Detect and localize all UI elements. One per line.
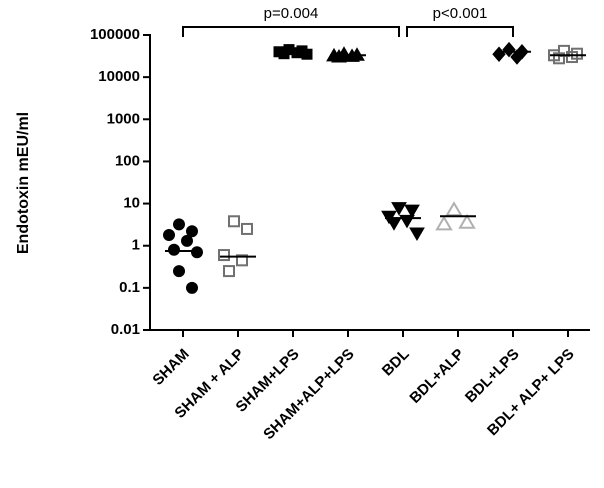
- y-tick-label: 1000: [107, 110, 140, 127]
- y-tick-label: 0.01: [111, 321, 140, 338]
- point: [241, 222, 253, 235]
- point: [181, 234, 193, 247]
- point: [186, 225, 198, 238]
- point: [553, 52, 565, 65]
- point: [566, 51, 578, 64]
- point: [404, 204, 420, 219]
- point: [399, 214, 415, 229]
- point: [510, 49, 524, 65]
- point: [191, 246, 203, 259]
- y-tick-label: 10000: [98, 68, 140, 85]
- p-value-label: p=0.004: [264, 5, 319, 22]
- point: [228, 215, 240, 228]
- point: [502, 41, 516, 58]
- point: [173, 265, 185, 278]
- point: [458, 213, 476, 229]
- point: [236, 254, 248, 267]
- significance-bracket: [182, 26, 400, 37]
- point: [445, 201, 463, 217]
- point: [435, 215, 453, 231]
- x-tick-label: BDL+ALP: [406, 346, 467, 407]
- point: [173, 218, 185, 231]
- y-tick-label: 0.1: [119, 279, 140, 296]
- y-tick-label: 10: [123, 195, 140, 212]
- y-tick-label: 1: [132, 237, 140, 254]
- point: [163, 228, 175, 241]
- x-tick-label: BDL: [379, 346, 413, 380]
- point: [409, 227, 425, 242]
- y-tick-label: 100: [115, 152, 140, 169]
- point: [186, 281, 198, 294]
- significance-bracket: [406, 26, 514, 37]
- point: [223, 265, 235, 278]
- x-tick-label: SHAM: [149, 346, 192, 389]
- y-axis-label: Endotoxin mEU/ml: [15, 112, 32, 254]
- point: [168, 243, 180, 256]
- y-tick-label: 100000: [90, 26, 140, 43]
- p-value-label: p<0.001: [433, 5, 488, 22]
- point: [301, 48, 313, 60]
- point: [218, 249, 230, 262]
- point: [391, 202, 407, 216]
